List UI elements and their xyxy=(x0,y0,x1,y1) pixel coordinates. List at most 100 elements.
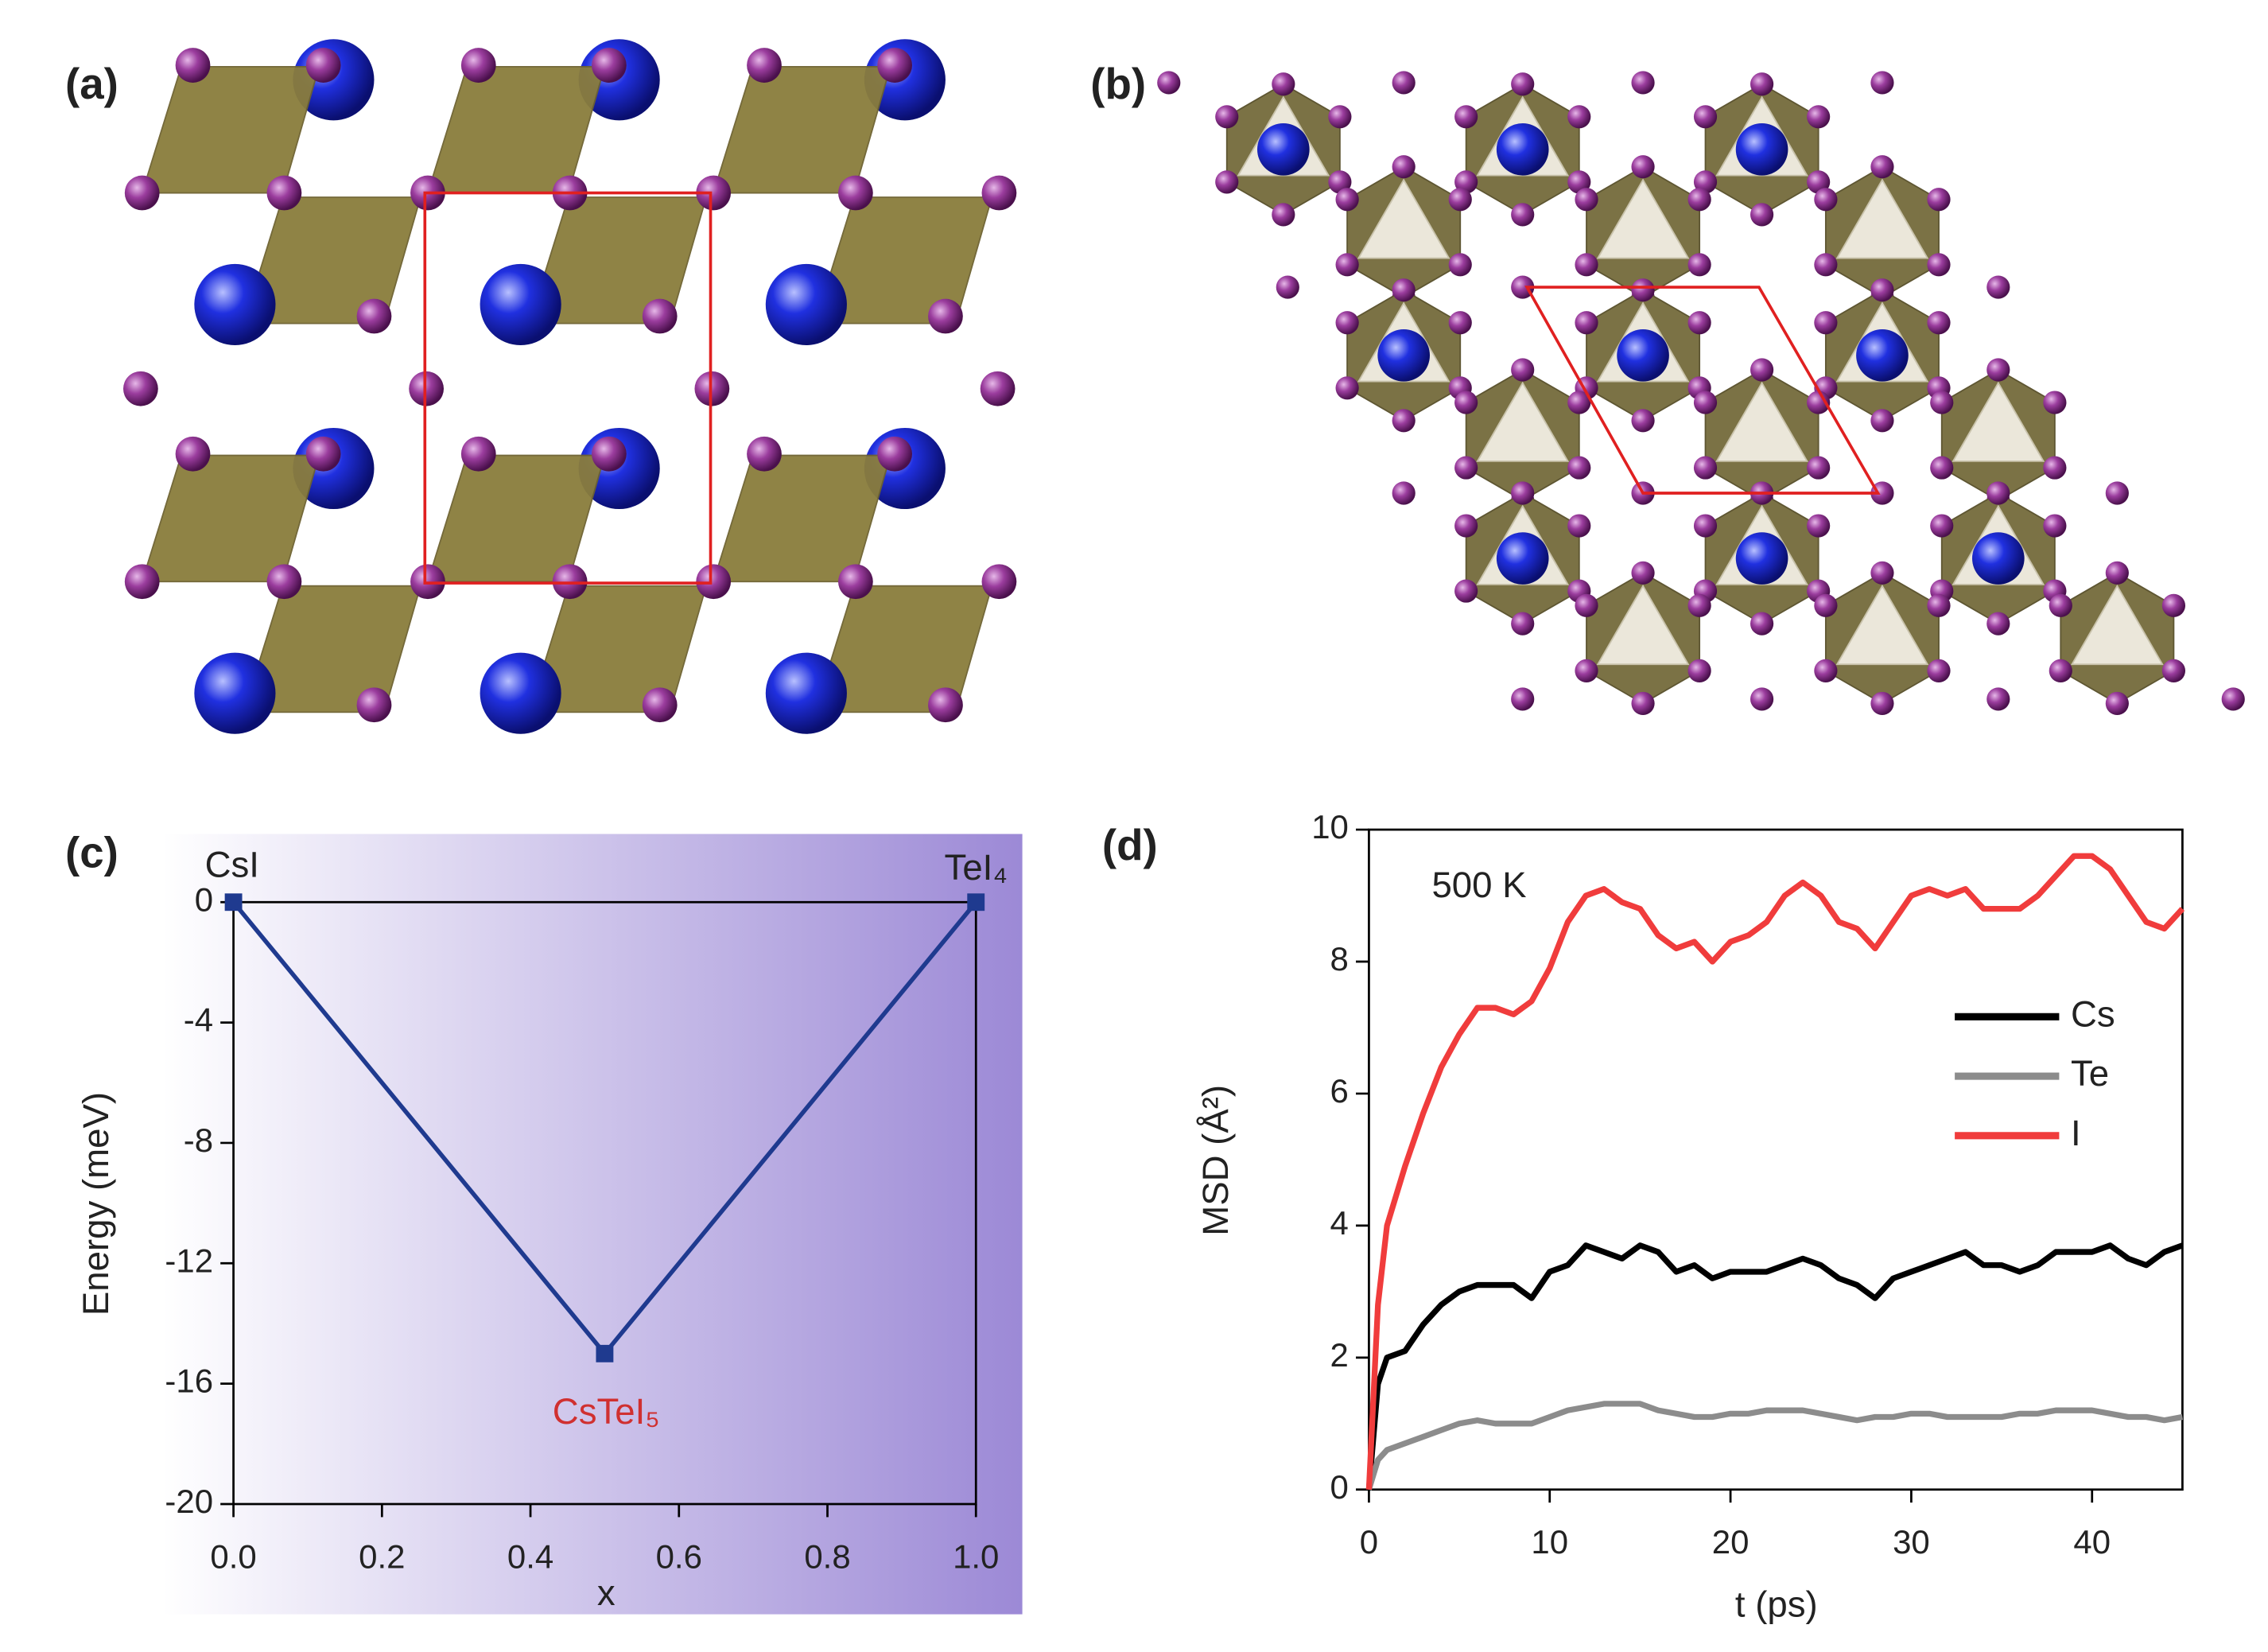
x-tick-label: 1.0 xyxy=(953,1537,999,1575)
i-atom xyxy=(696,564,732,600)
plot-frame xyxy=(232,900,977,1506)
i-atom xyxy=(1454,105,1478,129)
i-atom xyxy=(1807,391,1831,414)
i-atom xyxy=(928,298,963,334)
octahedron xyxy=(712,454,891,583)
i-atom xyxy=(838,175,873,211)
i-atom xyxy=(1454,579,1478,603)
i-atom xyxy=(1567,105,1591,129)
cs-atom xyxy=(194,652,276,734)
i-atom xyxy=(1567,514,1591,538)
y-tick-label: 2 xyxy=(1330,1336,1349,1374)
i-atom xyxy=(1511,203,1535,227)
i-atom xyxy=(1575,253,1598,277)
i-atom xyxy=(1454,514,1478,538)
i-atom xyxy=(1870,481,1894,505)
i-atom xyxy=(460,436,496,472)
panel-label: (b) xyxy=(1090,59,1146,108)
octahedron xyxy=(712,65,891,194)
i-atom xyxy=(1454,456,1478,480)
y-axis-label: MSD (Å²) xyxy=(1195,1085,1236,1236)
cs-atom xyxy=(1617,328,1669,382)
i-atom xyxy=(1750,612,1774,636)
i-atom xyxy=(1631,278,1655,302)
unit-cell xyxy=(1524,286,1881,495)
i-atom xyxy=(266,564,302,600)
i-atom xyxy=(2105,481,2129,505)
i-atom xyxy=(877,436,912,472)
i-atom xyxy=(1511,358,1535,382)
i-atom xyxy=(1986,481,2010,505)
legend-label: I xyxy=(2071,1113,2081,1153)
i-atom xyxy=(1448,253,1472,277)
octahedron-face xyxy=(1715,381,1809,462)
octahedron-face xyxy=(2070,584,2164,666)
i-atom xyxy=(1631,155,1655,179)
i-atom xyxy=(1631,691,1655,715)
i-atom xyxy=(124,175,160,211)
x-tick-label: 0.8 xyxy=(804,1537,850,1575)
cs-atom xyxy=(765,263,847,345)
i-atom xyxy=(2049,593,2072,617)
unit-cell xyxy=(423,191,713,585)
data-line xyxy=(1365,1242,2184,1491)
i-atom xyxy=(1870,691,1894,715)
i-atom xyxy=(1276,275,1299,299)
i-atom xyxy=(1927,311,1951,335)
x-tick-label: 10 xyxy=(1531,1523,1568,1561)
i-atom xyxy=(2161,593,2186,617)
i-atom xyxy=(2105,561,2129,585)
i-atom xyxy=(1814,311,1838,335)
i-atom xyxy=(1870,71,1894,95)
i-atom xyxy=(1215,170,1239,194)
annotation: CsTeI₅ xyxy=(553,1391,660,1432)
y-tick-label: -20 xyxy=(165,1483,213,1520)
cs-atom xyxy=(480,652,561,734)
i-atom xyxy=(1750,358,1774,382)
i-atom xyxy=(175,48,211,83)
structures xyxy=(123,39,2245,734)
y-axis-label: Energy (meV) xyxy=(76,1092,116,1316)
i-atom xyxy=(124,564,160,600)
i-atom xyxy=(1693,456,1718,480)
i-atom xyxy=(1693,514,1718,538)
i-atom xyxy=(1750,203,1774,227)
octahedron-face xyxy=(1476,381,1570,462)
i-atom xyxy=(2043,456,2067,480)
data-point xyxy=(596,1344,614,1362)
i-atom xyxy=(592,48,627,83)
i-atom xyxy=(1631,71,1655,95)
i-atom xyxy=(1392,71,1416,95)
i-atom xyxy=(305,48,341,83)
i-atom xyxy=(266,175,302,211)
i-atom xyxy=(1807,514,1831,538)
y-tick-label: 0 xyxy=(1330,1468,1349,1506)
i-atom xyxy=(1328,170,1352,194)
i-atom xyxy=(642,687,678,723)
y-tick-label: -8 xyxy=(184,1121,213,1159)
cs-atom xyxy=(1735,532,1788,585)
i-atom xyxy=(1986,612,2010,636)
i-atom xyxy=(1870,278,1894,302)
annotation: CsI xyxy=(205,845,259,885)
panel-label: (d) xyxy=(1102,820,1158,869)
i-atom xyxy=(1631,409,1655,433)
octahedron xyxy=(426,454,606,583)
i-atom xyxy=(305,436,341,472)
plot-background xyxy=(162,834,1023,1615)
octahedron-face xyxy=(1596,178,1690,259)
i-atom xyxy=(460,48,496,83)
cs-atom xyxy=(1735,123,1788,176)
y-tick-label: -12 xyxy=(165,1242,213,1279)
i-atom xyxy=(1986,687,2010,711)
octahedron xyxy=(141,65,320,194)
i-atom xyxy=(1567,170,1591,194)
i-atom xyxy=(2043,514,2067,538)
annotation: 500 K xyxy=(1431,865,1526,905)
i-atom xyxy=(1272,203,1295,227)
y-tick-label: -4 xyxy=(184,1001,213,1039)
y-tick-label: 0 xyxy=(195,880,213,918)
i-atom xyxy=(1870,561,1894,585)
